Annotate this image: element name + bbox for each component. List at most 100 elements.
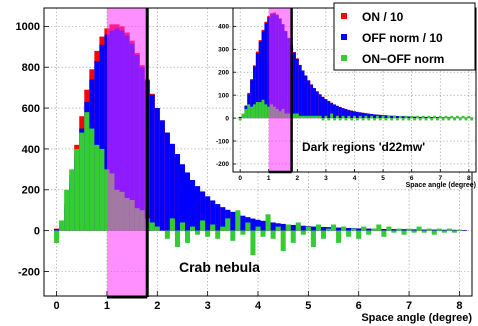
legend-label-1: OFF norm / 10	[362, 31, 443, 45]
inset-bar-off	[327, 101, 331, 119]
main-bar-excess	[245, 222, 251, 231]
inset-bar-off	[333, 104, 336, 119]
inset-xtick-label: 5	[381, 175, 385, 182]
main-bar-excess	[451, 230, 457, 233]
inset-bar-excess	[390, 118, 394, 121]
inset-bar-off	[384, 115, 388, 119]
main-ytick-label: -200	[18, 266, 40, 278]
inset-ytick-label: 0	[225, 115, 229, 122]
inset-bar-off	[295, 58, 299, 119]
inset-ytick-label: 400	[218, 24, 229, 31]
main-bar-off	[451, 229, 457, 231]
inset-x-axis-label: Space angle (degree)	[406, 182, 476, 189]
main-highlight-region	[106, 8, 148, 296]
inset-bar-excess	[393, 115, 396, 119]
inset-bar-excess	[421, 115, 425, 119]
main-bar-off	[169, 143, 175, 231]
main-bar-off	[200, 191, 206, 231]
inset-bar-excess	[347, 115, 351, 119]
inset-bar-excess	[413, 118, 416, 121]
main-bar-excess	[416, 226, 422, 231]
inset-xtick-label: 3	[324, 175, 328, 182]
inset-bar-excess	[264, 104, 268, 119]
main-xtick-label: 7	[406, 300, 412, 312]
main-bar-excess	[195, 230, 201, 235]
inset-xtick-label: 8	[467, 175, 471, 182]
inset-bar-excess	[338, 118, 342, 121]
inset-bar-off	[435, 117, 439, 119]
inset-bar-off	[301, 70, 305, 119]
inset-bar-off	[367, 113, 371, 119]
inset-xtick-label: 2	[296, 175, 300, 182]
inset-bar-off	[364, 113, 368, 119]
main-bar-excess	[356, 230, 362, 239]
main-bar-excess	[295, 222, 301, 231]
main-bar-off	[310, 226, 316, 231]
inset-bar-excess	[464, 118, 468, 121]
main-bar-excess	[341, 226, 347, 231]
inset-bar-off	[361, 112, 365, 119]
inset-bar-excess	[315, 115, 319, 119]
inset-bar-off	[353, 111, 356, 119]
inset-bar-off	[298, 65, 302, 119]
main-ytick-label: 0	[34, 225, 40, 237]
inset-bar-excess	[427, 115, 431, 119]
main-bar-off	[421, 229, 427, 231]
main-bar-excess	[255, 226, 261, 231]
inset-bar-off	[315, 91, 319, 119]
main-bar-excess	[436, 228, 442, 231]
inset-bar-excess	[344, 118, 348, 121]
main-bar-excess	[300, 230, 306, 235]
inset-xtick-label: 1	[267, 175, 271, 182]
inset-bar-excess	[361, 118, 365, 121]
main-bar-excess	[366, 230, 372, 235]
inset-bar-off	[347, 110, 351, 119]
main-bar-off	[195, 186, 201, 231]
inset-bar-off	[358, 112, 362, 119]
inset-bar-off	[447, 117, 451, 119]
inset-bar-excess	[433, 115, 436, 119]
main-bar-excess	[154, 226, 160, 231]
inset-bar-off	[307, 80, 311, 119]
inset-bar-excess	[401, 118, 405, 121]
inset-bar-excess	[370, 115, 374, 119]
inset-bar-excess	[424, 118, 428, 121]
main-xtick-label: 6	[356, 300, 362, 312]
main-bar-excess	[265, 214, 271, 231]
main-bar-excess	[240, 230, 246, 235]
inset-bar-excess	[387, 115, 391, 119]
main-bar-off	[381, 229, 387, 231]
legend-marker-2	[341, 55, 347, 61]
inset-bar-off	[313, 88, 316, 119]
inset-bar-off	[350, 110, 354, 119]
main-bar-off	[270, 222, 276, 231]
main-bar-excess	[336, 230, 342, 243]
inset-bar-excess	[404, 115, 408, 119]
main-bar-off	[336, 227, 342, 231]
main-annotation: Crab nebula	[179, 259, 260, 275]
inset-bar-off	[264, 23, 268, 119]
inset-bar-excess	[350, 118, 354, 121]
inset-bar-off	[390, 115, 394, 119]
inset-bar-off	[261, 31, 265, 119]
inset-bar-excess	[418, 118, 422, 121]
inset-bar-excess	[255, 102, 259, 119]
main-bar-excess	[79, 132, 85, 231]
main-bar-off	[184, 172, 191, 231]
main-bar-excess	[230, 230, 236, 241]
inset-bar-excess	[444, 115, 448, 119]
inset-bar-excess	[324, 115, 328, 119]
main-bar-off	[366, 228, 372, 231]
inset-bar-excess	[415, 115, 419, 119]
inset-bar-excess	[384, 118, 388, 121]
inset-bar-off	[424, 116, 428, 119]
inset-ytick-label: -200	[216, 161, 229, 168]
main-bar-excess	[391, 230, 397, 233]
main-ytick-label: 400	[22, 144, 40, 156]
inset-bar-off	[373, 114, 376, 119]
legend-box	[333, 2, 476, 71]
inset-bar-excess	[378, 118, 382, 121]
main-bar-excess	[406, 228, 412, 231]
main-bar-excess	[280, 230, 286, 252]
main-bar-off	[205, 196, 211, 231]
